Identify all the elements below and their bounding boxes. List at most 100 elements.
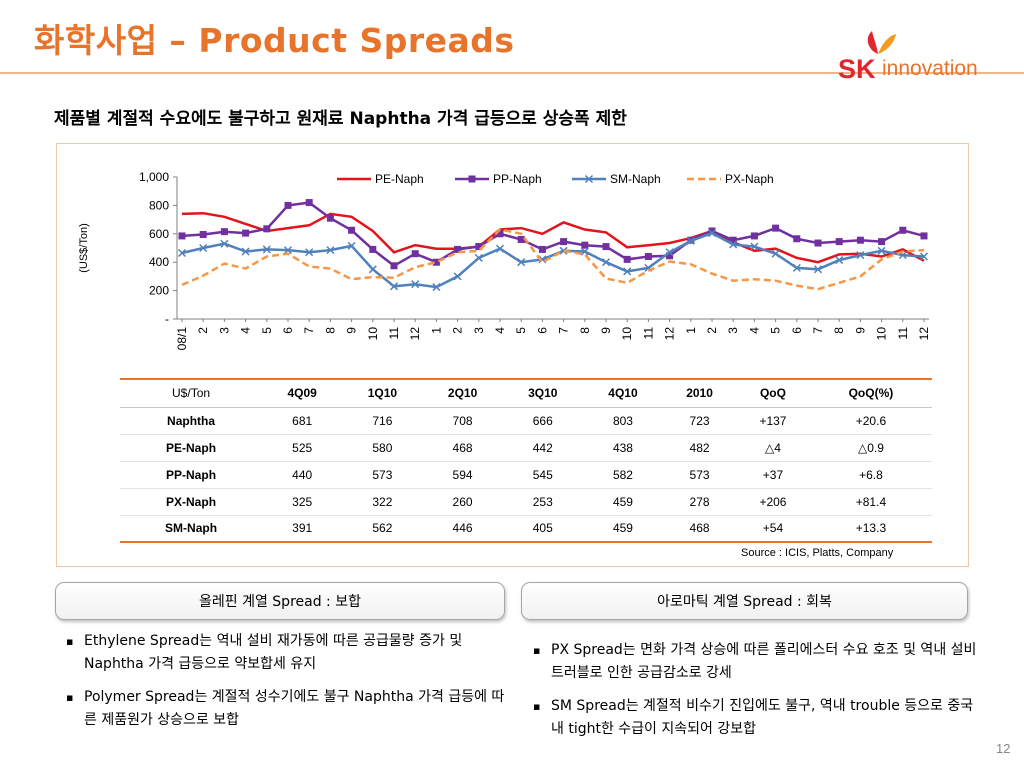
x-tick-label: 4 [747, 327, 761, 334]
table-row: Naphtha 681 716 708 666 803 723 +137 +20.6 [120, 407, 932, 435]
data-point [390, 262, 398, 270]
logo-innovation-text: innovation [882, 57, 978, 80]
data-point [517, 235, 525, 243]
legend-label: PE-Naph [375, 172, 424, 186]
table-cell: 438 [582, 434, 664, 462]
data-point [644, 253, 652, 261]
x-tick-label: 10 [875, 327, 889, 341]
table-row: PP-Naph 440 573 594 545 582 573 +37 +6.8 [120, 461, 932, 489]
x-tick-label: 12 [663, 327, 677, 341]
page-title: 화학사업 – Product Spreads [34, 21, 515, 60]
x-tick-label: 1 [684, 327, 698, 334]
list-item: Ethylene Spread는 역내 설비 재가동에 따른 공급물량 증가 및… [66, 630, 514, 676]
sk-butterfly-icon [867, 31, 896, 54]
data-point [347, 241, 356, 250]
data-point [220, 228, 228, 236]
data-point [771, 249, 780, 258]
data-point [793, 235, 801, 243]
table-row: PX-Naph 325 322 260 253 459 278 +206 +81.4 [120, 488, 932, 516]
data-point [517, 258, 526, 267]
series-line-pe-naph [181, 211, 925, 264]
data-point [666, 252, 674, 260]
data-point [814, 239, 822, 247]
x-tick-label: 5 [260, 327, 274, 334]
table-cell: 260 [422, 488, 503, 516]
table-cell: 573 [663, 461, 737, 489]
data-point [623, 255, 631, 263]
data-point [750, 242, 759, 251]
table-cell: 322 [342, 488, 423, 516]
table-row-label: PE-Naph [120, 434, 263, 462]
x-tick-label: 9 [599, 327, 613, 334]
x-tick-label: 5 [514, 327, 528, 334]
list-item: PX Spread는 면화 가격 상승에 따른 폴리에스터 수요 호조 및 역내… [533, 639, 987, 685]
data-point [305, 248, 314, 257]
legend-marker [584, 174, 594, 184]
data-point [920, 232, 928, 240]
table-cell: 525 [262, 434, 343, 462]
table-header-cell: 2010 [663, 378, 737, 408]
table-cell: 681 [262, 407, 343, 435]
table-cell: 442 [502, 434, 583, 462]
data-point [856, 236, 864, 244]
x-tick-label: 7 [557, 327, 571, 334]
data-point [474, 253, 483, 262]
data-point [326, 246, 335, 255]
data-point [581, 241, 589, 249]
data-point [878, 238, 886, 246]
table-cell: 573 [342, 461, 423, 489]
data-point [305, 199, 313, 207]
data-point [496, 230, 504, 238]
table-cell: 666 [502, 407, 583, 435]
data-point [835, 238, 843, 246]
data-point [369, 245, 377, 253]
x-tick-label: 1 [429, 327, 443, 334]
data-point [453, 272, 462, 281]
x-tick-label: 9 [345, 327, 359, 334]
x-tick-label: 4 [239, 327, 253, 334]
data-point [348, 226, 356, 234]
table-cell: △0.9 [809, 434, 932, 462]
table-cell: 582 [582, 461, 664, 489]
data-point [199, 231, 207, 239]
table-cell: 459 [582, 515, 664, 543]
y-tick-label: 600 [149, 227, 169, 241]
data-point [899, 226, 907, 234]
data-point [454, 245, 462, 253]
table-cell: 803 [582, 407, 664, 435]
x-tick-label: 4 [493, 327, 507, 334]
data-point [772, 224, 780, 232]
data-point [560, 238, 568, 246]
data-point [326, 214, 334, 222]
legend-marker [468, 175, 476, 183]
x-tick-label: 3 [472, 327, 486, 334]
table-header-cell: 2Q10 [422, 378, 503, 408]
list-item: SM Spread는 계절적 비수기 진입에도 불구, 역내 trouble 등… [533, 695, 987, 741]
table-row: SM-Naph 391 562 446 405 459 468 +54 +13.3 [120, 515, 932, 543]
x-tick-label: 8 [578, 327, 592, 334]
table-cell: +13.3 [809, 515, 932, 543]
data-point [856, 251, 865, 260]
table-cell: 405 [502, 515, 583, 543]
data-point [177, 248, 187, 258]
x-tick-label: 3 [217, 327, 231, 334]
table-cell: +37 [736, 461, 810, 489]
table-cell: +20.6 [809, 407, 932, 435]
data-point [432, 283, 441, 292]
table-cell: 446 [422, 515, 503, 543]
x-tick-label: 2 [451, 327, 465, 334]
data-point [220, 239, 229, 248]
table-header-row: U$/Ton 4Q09 1Q10 2Q10 3Q10 4Q10 2010 QoQ QoQ(%) [120, 378, 932, 408]
x-tick-label: 7 [811, 327, 825, 334]
data-point [368, 265, 377, 274]
x-tick-label: 10 [366, 327, 380, 341]
sk-innovation-logo: SK innovation [838, 30, 998, 84]
table-cell: 482 [663, 434, 737, 462]
table-cell: 708 [422, 407, 503, 435]
data-point [708, 227, 716, 235]
data-point [411, 250, 419, 258]
table-header-cell: 4Q09 [262, 378, 343, 408]
olefin-heading: 올레핀 계열 Spread : 보합 [199, 594, 361, 610]
table-cell: 278 [663, 488, 737, 516]
